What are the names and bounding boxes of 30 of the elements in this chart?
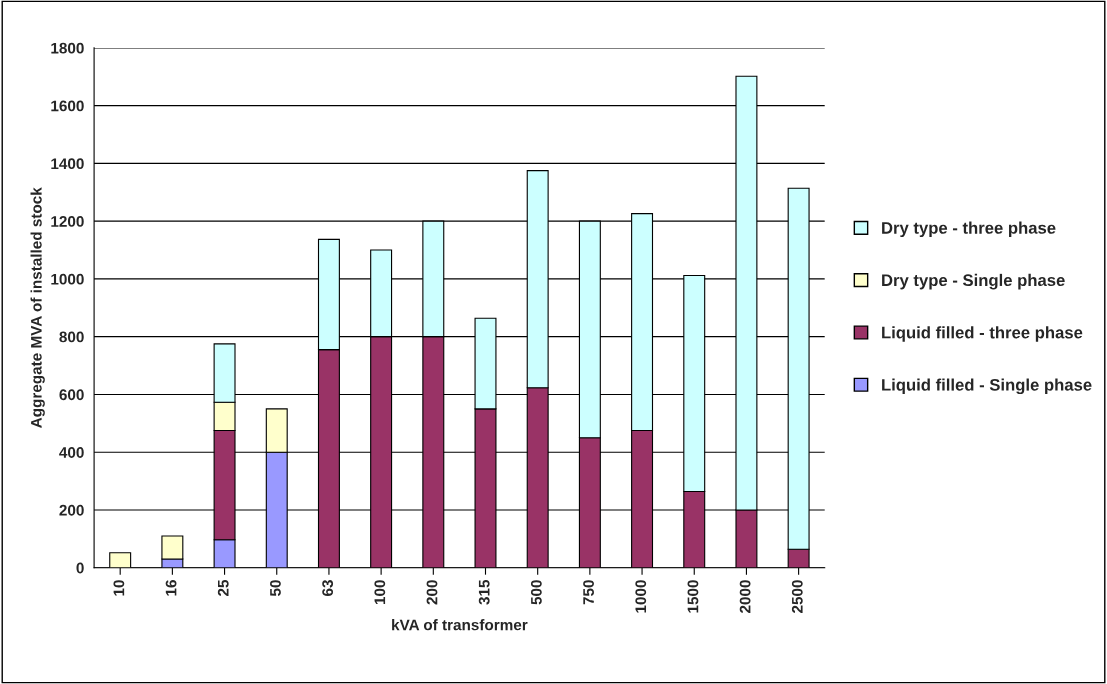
y-tick-label: 1800: [51, 42, 84, 54]
x-tick-label: 315: [478, 579, 490, 605]
x-tick-label: 200: [426, 580, 438, 605]
legend-label: Liquid filled - Single phase: [882, 378, 1092, 395]
x-tick-label: 2500: [791, 580, 803, 613]
y-tick-label: 0: [76, 562, 84, 574]
y-tick-label: 400: [59, 447, 84, 458]
x-axis-title: kVA of transformer: [392, 619, 528, 631]
x-tick-label: 63: [322, 580, 334, 596]
y-tick-label: 1600: [51, 100, 84, 112]
y-tick-label: 600: [59, 389, 84, 401]
x-tick-label: 2000: [739, 580, 751, 613]
y-tick-label: 800: [59, 331, 84, 343]
y-tick-label: 1400: [51, 158, 84, 170]
x-tick-label: 25: [217, 579, 229, 596]
legend-label: Dry type - Single phase: [882, 273, 1065, 290]
y-tick-label: 200: [59, 504, 84, 516]
x-tick-label: 16: [165, 580, 177, 596]
y-tick-label: 1200: [51, 216, 84, 227]
y-tick-label: 1000: [51, 273, 84, 285]
x-tick-label: 100: [374, 580, 386, 605]
x-tick-label: 50: [270, 580, 281, 597]
x-tick-label: 10: [113, 580, 125, 596]
x-tick-label: 500: [530, 580, 542, 605]
x-tick-label: 750: [583, 580, 594, 605]
legend-label: Liquid filled - three phase: [882, 326, 1083, 342]
x-tick-label: 1000: [635, 580, 647, 613]
y-axis-title: Aggregate MVA of installed stock: [30, 187, 45, 428]
legend-label: Dry type - three phase: [882, 221, 1056, 238]
x-tick-label: 1500: [687, 580, 699, 613]
